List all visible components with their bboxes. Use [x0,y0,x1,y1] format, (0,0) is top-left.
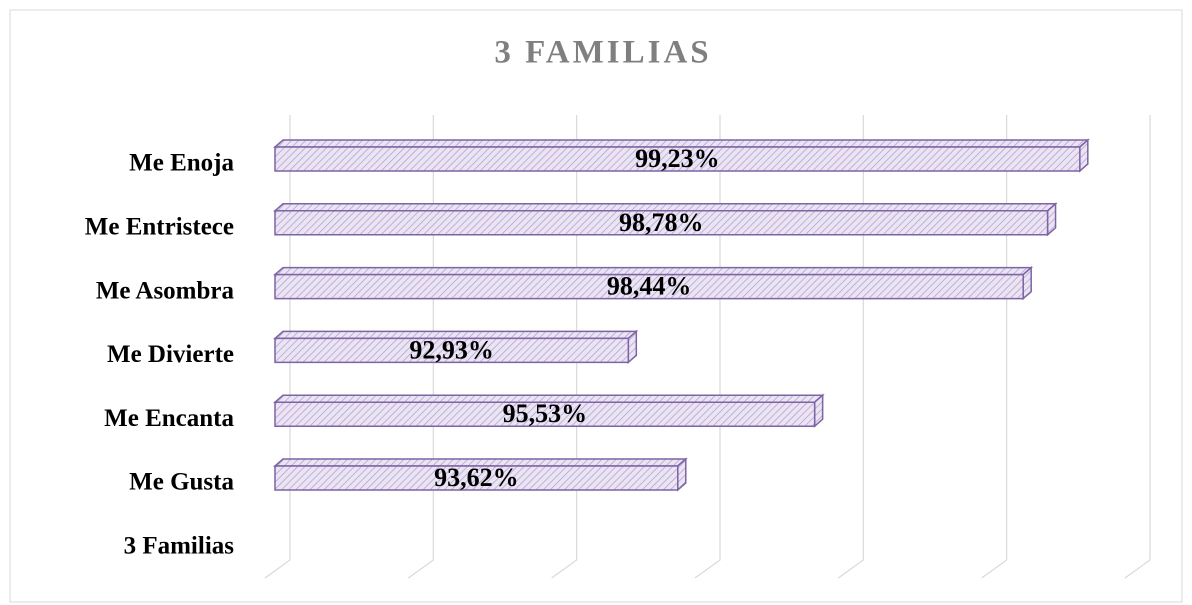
grid-line [551,115,578,579]
data-label: 98,44% [607,272,692,301]
bar-front [274,401,816,427]
grid-line [981,115,1008,579]
data-label: 93,62% [434,463,519,492]
bar-front [274,273,1024,300]
y-tick-label: Me Entristece [85,214,234,241]
bar-front [274,337,630,364]
bar-front [274,146,1081,172]
y-tick-label: Me Asombra [96,277,235,304]
grid-line [407,115,434,579]
bar [273,202,1058,237]
y-tick-label: 3 Familias [124,533,235,560]
chart-frame [9,9,1183,603]
bar [273,457,688,492]
data-label: 95,53% [503,399,588,428]
y-tick-label: Me Gusta [129,469,234,496]
bar [273,393,825,428]
bar [273,138,1090,173]
grid-line [837,115,864,579]
y-tick-label: Me Encanta [104,405,234,432]
left-wall-edge [264,115,291,579]
grid-line [1124,115,1151,579]
bar [273,265,1034,301]
chart-title: 3 FAMILIAS [494,35,711,71]
grid-line [694,115,721,579]
bar-front [274,210,1049,236]
y-tick-label: Me Divierte [107,341,234,368]
data-label: 99,23% [635,144,720,173]
data-label: 92,93% [409,335,494,364]
data-label: 98,78% [619,208,704,237]
bar-front [274,465,679,491]
bar [273,329,639,365]
y-tick-label: Me Enoja [129,150,234,177]
